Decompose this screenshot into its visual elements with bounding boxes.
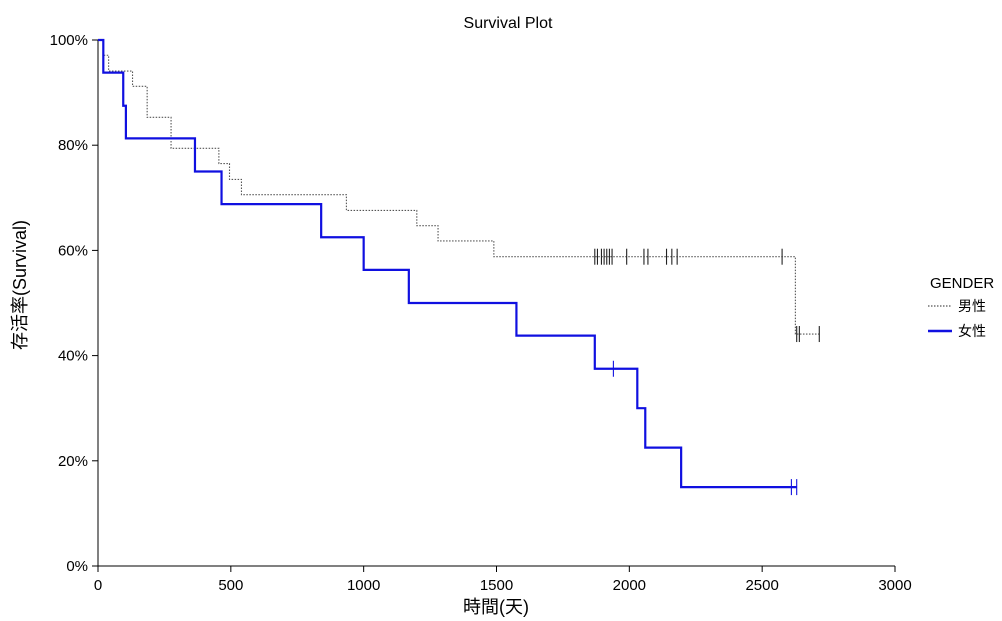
legend-title: GENDER — [930, 275, 994, 292]
y-tick-label: 60% — [58, 242, 88, 259]
series-1 — [98, 38, 798, 496]
series-layer — [98, 38, 820, 496]
x-tick-label: 2500 — [745, 577, 778, 594]
x-tick-label: 1000 — [347, 577, 380, 594]
y-tick-label: 40% — [58, 348, 88, 365]
chart-title: Survival Plot — [464, 15, 553, 32]
x-axis: 0 500 1000 1500 2000 2500 3000 — [94, 565, 912, 594]
y-tick-label: 0% — [66, 558, 88, 575]
y-tick-label: 100% — [50, 32, 88, 49]
y-axis: 0% 20% 40% 60% 80% 100% — [50, 32, 99, 575]
y-tick-label: 20% — [58, 453, 88, 470]
x-tick-label: 3000 — [878, 577, 911, 594]
series-line-0 — [98, 39, 820, 335]
legend-label-female: 女性 — [958, 323, 986, 339]
series-0 — [98, 39, 820, 343]
x-tick-label: 500 — [218, 577, 243, 594]
x-axis-title: 時間(天) — [463, 597, 529, 617]
series-line-1 — [98, 38, 797, 489]
y-tick-label: 80% — [58, 137, 88, 154]
x-tick-label: 1500 — [480, 577, 513, 594]
x-tick-label: 0 — [94, 577, 102, 594]
legend: GENDER 男性 女性 — [928, 275, 994, 339]
x-tick-label: 2000 — [613, 577, 646, 594]
y-axis-title: 存活率(Survival) — [10, 220, 30, 350]
legend-label-male: 男性 — [958, 298, 986, 314]
